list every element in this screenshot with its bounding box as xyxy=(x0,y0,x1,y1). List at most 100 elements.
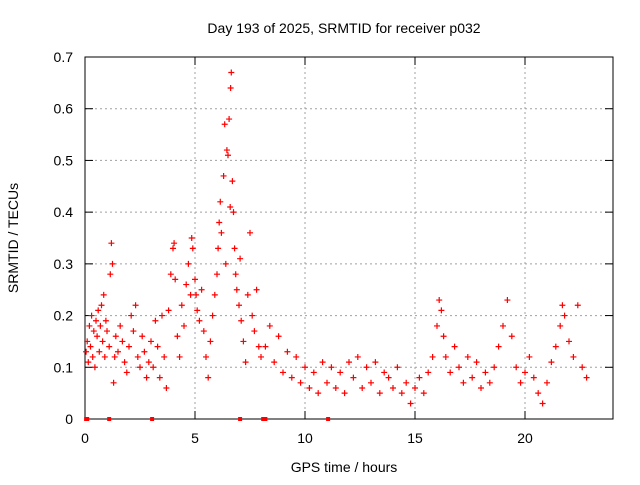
data-point xyxy=(526,353,533,360)
data-point xyxy=(170,245,176,252)
data-point xyxy=(222,260,229,267)
data-point xyxy=(86,322,93,329)
data-point xyxy=(230,209,237,216)
data-point xyxy=(469,374,476,381)
data-point xyxy=(115,348,121,355)
data-point xyxy=(174,333,181,340)
y-tick-label: 0.5 xyxy=(54,152,74,168)
data-point xyxy=(456,364,462,371)
data-point xyxy=(460,379,467,386)
data-point xyxy=(548,359,555,366)
y-tick-label: 0 xyxy=(65,411,73,427)
data-point xyxy=(194,307,201,314)
data-point xyxy=(99,338,106,345)
data-point xyxy=(436,297,443,304)
data-point xyxy=(416,374,423,381)
data-point xyxy=(143,374,150,381)
data-point xyxy=(192,276,198,283)
data-point xyxy=(229,178,236,185)
data-point xyxy=(141,348,148,355)
data-point xyxy=(486,379,493,386)
data-point xyxy=(236,302,242,309)
data-point xyxy=(302,364,308,371)
data-point xyxy=(107,271,114,278)
data-point xyxy=(504,297,511,304)
data-points xyxy=(83,69,590,421)
data-point xyxy=(183,281,190,288)
data-point xyxy=(139,333,146,340)
data-point xyxy=(284,348,291,355)
data-point xyxy=(98,302,105,309)
data-point xyxy=(93,317,99,324)
data-point xyxy=(88,312,95,319)
x-tick-label: 0 xyxy=(81,430,89,446)
data-point xyxy=(218,229,225,236)
data-point xyxy=(255,343,262,350)
data-point xyxy=(211,291,218,298)
data-point xyxy=(137,364,143,371)
data-point xyxy=(90,328,97,335)
data-point xyxy=(262,343,269,350)
data-point xyxy=(288,374,295,381)
data-point xyxy=(97,322,104,329)
y-tick-label: 0.3 xyxy=(54,256,74,272)
data-point xyxy=(412,384,418,391)
y-tick-label: 0.6 xyxy=(54,101,74,117)
data-point xyxy=(221,121,228,128)
data-point xyxy=(150,364,157,371)
data-point xyxy=(193,291,200,298)
data-point xyxy=(178,302,185,309)
data-point xyxy=(108,240,115,247)
data-point xyxy=(223,147,230,154)
data-point xyxy=(403,379,410,386)
data-point xyxy=(159,312,165,319)
data-point xyxy=(491,364,498,371)
data-point xyxy=(109,260,116,267)
data-point xyxy=(205,374,212,381)
data-point xyxy=(464,353,471,360)
data-point xyxy=(214,271,220,278)
data-point xyxy=(102,317,109,324)
data-point xyxy=(121,359,128,366)
data-point xyxy=(156,374,163,381)
data-point xyxy=(398,390,405,397)
data-point xyxy=(315,390,322,397)
data-point xyxy=(319,359,326,366)
zero-data-point xyxy=(326,417,331,421)
data-point xyxy=(390,384,396,391)
x-tick-label: 5 xyxy=(191,430,199,446)
data-point xyxy=(111,353,118,360)
data-point xyxy=(513,364,520,371)
zero-data-point xyxy=(150,417,155,421)
data-point xyxy=(161,353,168,360)
data-point xyxy=(557,322,564,329)
data-point xyxy=(215,245,222,252)
plot-border xyxy=(84,56,614,420)
data-point xyxy=(280,369,286,376)
x-tick-label: 10 xyxy=(297,430,313,446)
data-point xyxy=(429,353,436,360)
data-point xyxy=(253,286,260,293)
data-point xyxy=(242,359,249,366)
data-point xyxy=(128,312,135,319)
data-point xyxy=(185,260,192,267)
data-point xyxy=(226,116,233,123)
data-point xyxy=(275,333,282,340)
data-point xyxy=(95,307,102,314)
data-point xyxy=(163,384,170,391)
data-point xyxy=(394,364,401,371)
data-point xyxy=(238,317,245,324)
data-point xyxy=(251,328,258,335)
y-tick-labels: 0 0.1 0.2 0.3 0.4 0.5 0.6 0.7 xyxy=(54,49,74,427)
data-point xyxy=(297,379,304,386)
data-point xyxy=(244,291,251,298)
data-point xyxy=(227,85,234,92)
zero-data-point xyxy=(261,417,266,421)
data-point xyxy=(363,364,370,371)
data-point xyxy=(232,271,239,278)
data-point xyxy=(171,240,178,247)
zero-data-point xyxy=(238,417,243,421)
